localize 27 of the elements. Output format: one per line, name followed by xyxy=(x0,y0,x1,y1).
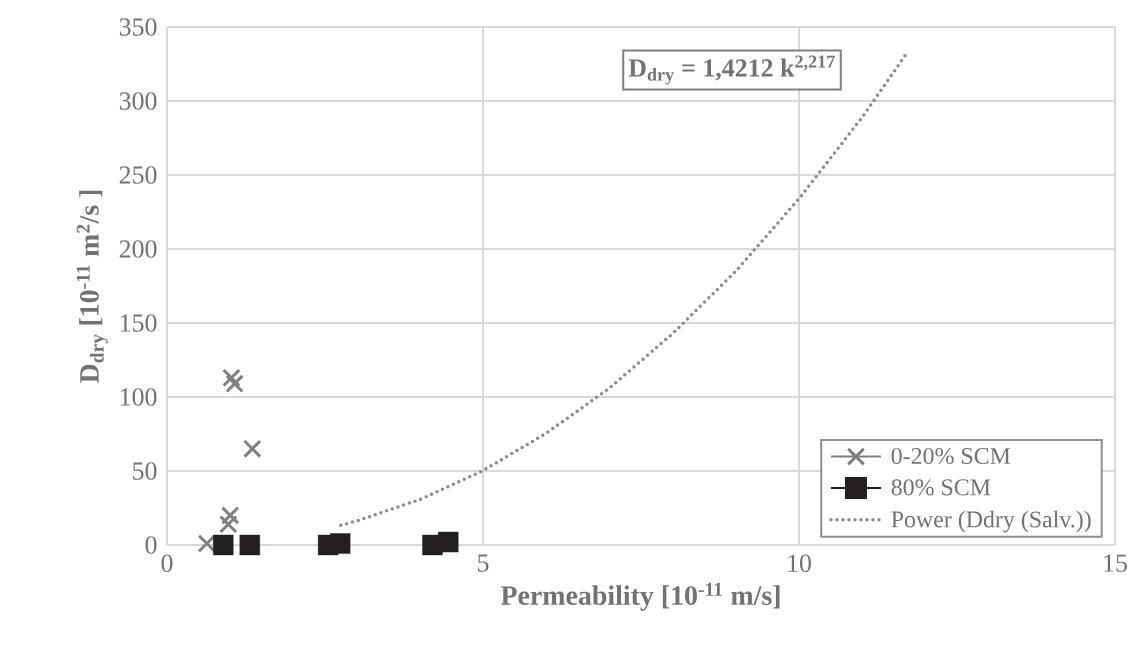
x-tick-label: 0 xyxy=(161,554,173,572)
point xyxy=(219,515,238,534)
annotation: D$_{dry}$ = 1,4212 k$^{2,217}$ xyxy=(628,55,835,85)
y-tick-label: 0 xyxy=(145,536,157,554)
legend-label: Power (Ddry (Salv.)) xyxy=(891,510,1091,533)
y-tick-label: 200 xyxy=(119,240,157,258)
point xyxy=(220,506,240,525)
y-tick-label: 100 xyxy=(120,388,157,406)
y-tick-label: 350 xyxy=(119,18,157,36)
point xyxy=(329,533,351,554)
point xyxy=(222,368,241,388)
y-tick-label: 50 xyxy=(133,462,157,480)
x-tick-label: 5 xyxy=(478,554,489,572)
point xyxy=(239,534,260,556)
x-tick-label: 10 xyxy=(788,554,811,572)
legend-label: 80% SCM xyxy=(891,479,991,496)
point xyxy=(243,439,262,459)
y-tick-label: 150 xyxy=(120,314,157,332)
x-axis-title: Permeability [10$^{-11}$ m/s] xyxy=(500,582,780,611)
legend-label: 0-20% SCM xyxy=(891,447,1011,465)
point xyxy=(213,534,234,556)
y-tick-label: 300 xyxy=(119,92,157,110)
y-axis-title: D$_{dry}$ [10$^{-11}$ m$^{2}$/s ] xyxy=(76,190,108,383)
point xyxy=(438,531,459,553)
y-tick-label: 250 xyxy=(119,166,157,184)
point xyxy=(225,374,244,393)
x-tick-label: 15 xyxy=(1104,554,1127,572)
